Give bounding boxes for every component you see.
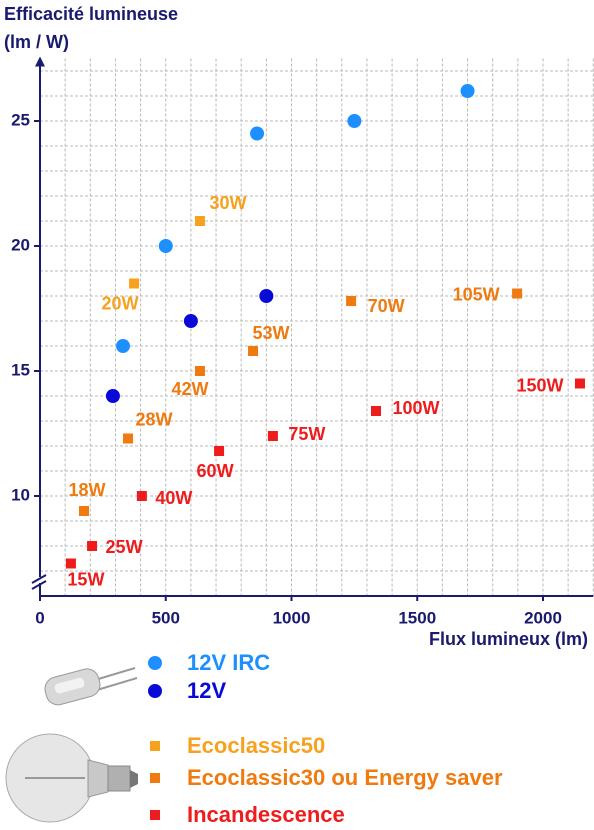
- y-tick-label: 20: [11, 235, 30, 254]
- y-axis-title: (lm / W): [4, 32, 69, 52]
- axis-break: [31, 574, 47, 584]
- halogen-bulb-icon: [44, 667, 138, 706]
- point: [65, 558, 76, 569]
- x-axis-title: Flux lumineux (lm): [429, 629, 588, 649]
- point: [371, 406, 382, 416]
- point-label: 25W: [106, 537, 143, 557]
- legend-label: 12V IRC: [187, 650, 270, 675]
- point: [158, 239, 173, 253]
- point: [105, 389, 120, 403]
- point-label: 20W: [102, 293, 139, 313]
- point: [79, 506, 90, 516]
- y-tick-label: 25: [11, 110, 30, 129]
- point: [346, 296, 357, 306]
- point: [115, 339, 130, 353]
- legend-marker: [150, 773, 160, 783]
- point: [129, 278, 140, 289]
- x-tick-label: 1000: [273, 608, 311, 627]
- legend-marker: [150, 810, 160, 820]
- point-label: 100W: [392, 398, 439, 418]
- point: [183, 314, 198, 328]
- legend-marker: [148, 656, 162, 670]
- point-label: 150W: [516, 375, 563, 395]
- legend-label: Incandescence: [187, 802, 345, 827]
- point: [267, 431, 278, 441]
- point: [194, 216, 205, 226]
- point-label: 30W: [209, 193, 246, 213]
- point: [123, 433, 134, 444]
- point-label: 105W: [453, 284, 500, 304]
- point-label: 60W: [197, 461, 234, 481]
- axis-break: [31, 580, 47, 590]
- point: [136, 491, 147, 501]
- point: [250, 126, 265, 141]
- point: [248, 346, 259, 356]
- x-tick-label: 1500: [398, 608, 436, 627]
- point: [87, 541, 98, 551]
- y-axis-title: Efficacité lumineuse: [4, 4, 178, 24]
- legend-marker: [148, 684, 162, 698]
- y-tick-label: 10: [11, 485, 30, 504]
- incandescent-bulb-icon: [5, 733, 138, 823]
- point: [512, 288, 523, 299]
- point: [460, 84, 475, 98]
- axis-break: [32, 577, 48, 583]
- point-label: 42W: [171, 379, 208, 399]
- legend-marker: [150, 741, 160, 751]
- point-label: 28W: [136, 409, 173, 429]
- point-label: 40W: [155, 488, 192, 508]
- point-label: 70W: [368, 296, 405, 316]
- point: [574, 378, 585, 389]
- point-label: 75W: [288, 424, 325, 444]
- point: [347, 114, 362, 128]
- point: [214, 446, 225, 456]
- legend-label: Ecoclassic50: [187, 733, 325, 758]
- point-label: 15W: [67, 569, 104, 589]
- point: [259, 289, 274, 303]
- point-label: 18W: [69, 480, 106, 500]
- y-axis-arrow: [35, 56, 45, 67]
- point-label: 53W: [253, 323, 290, 343]
- x-tick-label: 2000: [524, 608, 562, 627]
- legend-label: 12V: [187, 678, 226, 703]
- x-tick-label: 0: [35, 608, 44, 627]
- y-tick-label: 15: [11, 360, 30, 379]
- legend-label: Ecoclassic30 ou Energy saver: [187, 765, 503, 790]
- point: [194, 366, 205, 376]
- x-tick-label: 500: [152, 608, 180, 627]
